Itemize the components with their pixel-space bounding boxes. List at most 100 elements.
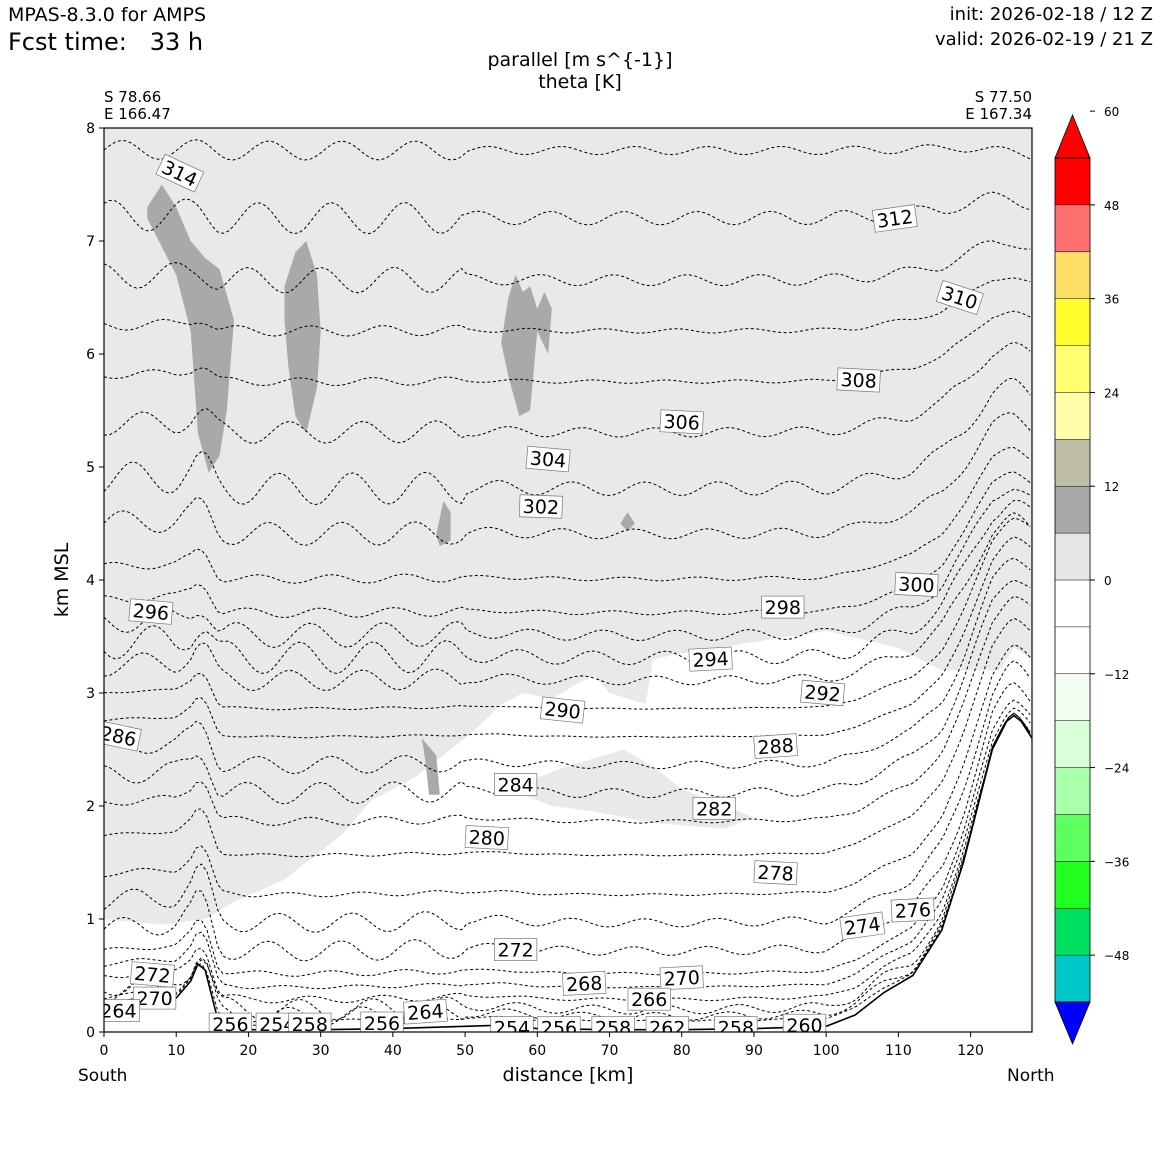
wind-region-0 xyxy=(104,128,1032,925)
contour-label-box xyxy=(490,1016,534,1032)
theta-contour-282 xyxy=(104,579,1031,805)
theta-contour-266 xyxy=(104,712,1031,1004)
start-coordinates: S 78.66 E 166.47 xyxy=(104,89,171,123)
contour-label-box xyxy=(761,595,805,619)
contour-label-text: 260 xyxy=(786,1015,822,1037)
valid-time: valid: 2026-02-19 / 21 Z xyxy=(935,29,1153,50)
contour-label-23: 270 xyxy=(659,965,704,991)
contour-label-text: 256 xyxy=(541,1018,577,1040)
contour-label-text: 282 xyxy=(696,798,732,820)
colorbar-tick-label--12: −12 xyxy=(1104,668,1129,682)
contour-label-box xyxy=(403,998,448,1025)
contour-label-16: 282 xyxy=(692,796,736,820)
contour-label-box xyxy=(871,204,918,233)
contour-label-box xyxy=(155,153,205,193)
theta-contour-292 xyxy=(104,499,1031,675)
contour-label-text: 278 xyxy=(757,862,794,886)
plot-area: 3143123103083063043023002982962942922902… xyxy=(104,128,1032,1040)
colorbar-segment-9 xyxy=(1055,533,1090,580)
colorbar-tick-label-48: 48 xyxy=(1104,199,1119,213)
contour-label-box xyxy=(208,1012,252,1032)
wind-region-3 xyxy=(284,241,321,434)
contour-label-box xyxy=(525,445,571,473)
contour-label-19: 276 xyxy=(890,897,935,923)
theta-contour-308 xyxy=(104,277,1031,337)
theta-contour-302 xyxy=(104,377,1031,506)
y-tick-label-1: 1 xyxy=(86,912,95,928)
contour-label-text: 304 xyxy=(529,448,567,473)
x-tick-label-0: 0 xyxy=(100,1043,109,1059)
north-direction-label: North xyxy=(1007,1066,1055,1086)
x-tick-label-60: 60 xyxy=(528,1043,546,1059)
start-latitude: S 78.66 xyxy=(104,88,162,106)
colorbar-segment-16 xyxy=(1055,204,1090,252)
x-tick-label-110: 110 xyxy=(885,1043,912,1059)
theta-contour-296 xyxy=(104,471,1031,618)
colorbar: 60 48 36 24 12 0 −12 −24 −36 −48 xyxy=(1054,105,1129,1046)
x-tick-label-120: 120 xyxy=(957,1043,984,1059)
contour-label-text: 276 xyxy=(894,899,931,923)
theta-contour-276 xyxy=(104,644,1031,898)
contour-label-box xyxy=(537,1016,581,1032)
contour-label-4: 306 xyxy=(659,409,704,435)
contour-label-text: 300 xyxy=(898,574,935,598)
contour-label-text: 298 xyxy=(765,597,801,619)
contour-label-32: 256 xyxy=(360,1011,404,1032)
south-direction-label: South xyxy=(78,1066,128,1086)
y-axis-label: km MSL xyxy=(51,542,73,618)
theta-contour-290 xyxy=(104,512,1031,692)
theta-contour-298 xyxy=(104,446,1031,584)
contour-label-box xyxy=(894,572,939,597)
contour-label-box xyxy=(753,733,798,759)
contour-label-18: 278 xyxy=(753,860,798,886)
wind-region-1 xyxy=(508,749,754,829)
colorbar-tick-label--36: −36 xyxy=(1104,855,1129,869)
contour-label-box xyxy=(360,1011,404,1032)
contour-label-text: 272 xyxy=(497,940,533,962)
contour-label-text: 292 xyxy=(803,681,841,706)
x-tick-label-100: 100 xyxy=(813,1043,840,1059)
contour-label-text: 280 xyxy=(468,827,505,851)
contour-label-27: 264 xyxy=(104,999,141,1023)
contour-label-28: 264 xyxy=(403,998,448,1025)
colorbar-segment-17 xyxy=(1055,158,1090,205)
contour-label-text: 258 xyxy=(595,1018,631,1040)
x-tick-label-40: 40 xyxy=(384,1043,402,1059)
contour-label-text: 288 xyxy=(757,735,795,759)
theta-contour-312 xyxy=(104,191,1031,235)
contour-label-box xyxy=(129,961,175,988)
contour-label-25: 268 xyxy=(562,970,607,996)
x-axis-label: distance [km] xyxy=(502,1064,634,1086)
contour-label-text: 262 xyxy=(649,1018,685,1040)
colorbar-segment-10 xyxy=(1055,486,1090,534)
y-tick-label-5: 5 xyxy=(86,460,95,476)
y-tick-label-0: 0 xyxy=(86,1025,95,1041)
contour-label-box xyxy=(539,696,586,724)
contour-label-box xyxy=(659,965,704,991)
wind-region-4 xyxy=(501,274,552,417)
end-longitude: E 167.34 xyxy=(965,105,1032,123)
contour-label-text: 272 xyxy=(133,963,171,988)
colorbar-segment-1 xyxy=(1055,908,1090,956)
contour-label-text: 270 xyxy=(663,967,700,991)
contour-label-31: 258 xyxy=(288,1012,332,1032)
chart-title: parallel [m s^{-1}] xyxy=(487,49,673,71)
contour-label-8: 298 xyxy=(761,595,805,619)
theta-contour-268 xyxy=(104,707,1031,990)
contour-label-3: 308 xyxy=(836,367,881,393)
colorbar-over-arrow xyxy=(1054,113,1091,159)
contour-label-box xyxy=(133,986,177,1010)
contour-label-38: 260 xyxy=(782,1013,827,1037)
colorbar-segment-15 xyxy=(1055,251,1090,299)
theta-contour-278 xyxy=(104,617,1031,858)
contour-label-22: 272 xyxy=(129,961,175,988)
contour-label-13: 288 xyxy=(753,733,798,759)
contour-label-text: 254 xyxy=(494,1018,530,1040)
x-tick-label-20: 20 xyxy=(240,1043,258,1059)
colorbar-segment-11 xyxy=(1055,439,1090,487)
contour-label-text: 264 xyxy=(407,1000,445,1024)
contour-label-21: 272 xyxy=(493,938,538,962)
colorbar-segment-7 xyxy=(1055,626,1090,674)
contour-label-36: 262 xyxy=(645,1016,689,1040)
